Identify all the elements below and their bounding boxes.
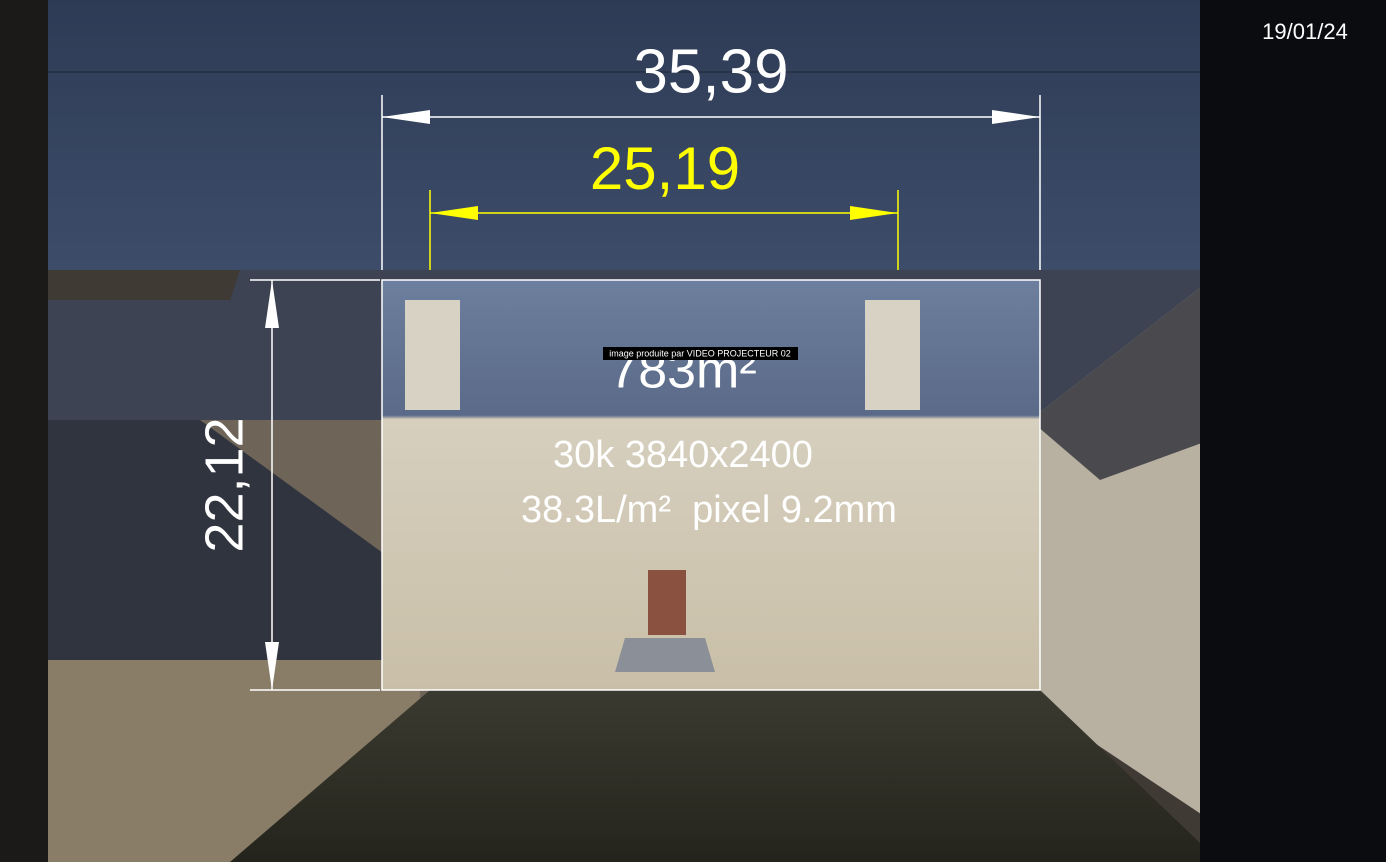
height-label: 22,12 (194, 417, 254, 552)
resolution-label: 30k 3840x2400 (553, 434, 813, 476)
specs-label: 38.3L/m² pixel 9.2mm (521, 489, 897, 531)
date: 19/01/24 (1262, 19, 1348, 44)
screenshot: 19/01/24 35,39 25,19 22,12 783m² image p… (0, 0, 1386, 862)
outer-width-label: 35,39 (633, 37, 788, 106)
inner-width-label: 25,19 (590, 135, 740, 202)
caption: image produite par VIDEO PROJECTEUR 02 (609, 348, 791, 358)
